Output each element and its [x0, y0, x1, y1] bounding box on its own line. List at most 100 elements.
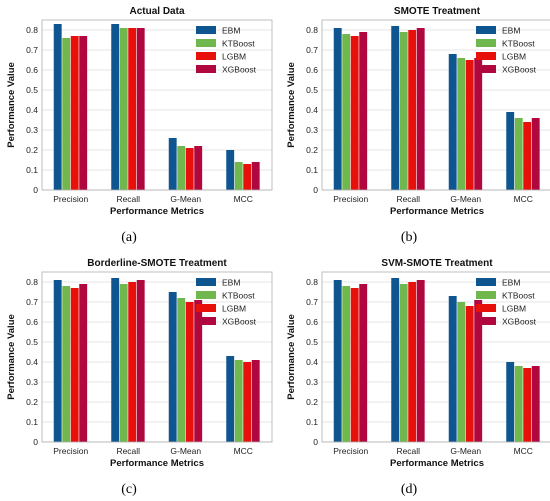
bar-lgbm-g-mean [465, 306, 474, 442]
chart-title: SMOTE Treatment [394, 6, 481, 17]
chart-3: 0 0.1 0.2 0.3 0.4 0.5 0.6 0.7 0.8 Precision Recall… [6, 258, 273, 469]
y-tick-label: 0.8 [306, 277, 318, 287]
bar-ktboost-precision [62, 38, 71, 190]
y-tick-label: 0.1 [306, 165, 318, 175]
x-tick-label: MCC [234, 194, 253, 204]
bar-ktboost-precision [342, 286, 351, 442]
bar-ktboost-precision [342, 34, 351, 190]
bar-xgboost-mcc [251, 360, 260, 442]
bar-ebm-recall [111, 278, 120, 442]
legend-label: LGBM [502, 304, 526, 314]
bar-ebm-g-mean [448, 296, 457, 442]
bar-ktboost-recall [119, 28, 128, 190]
y-tick-label: 0.1 [26, 165, 38, 175]
chart-title: SVM-SMOTE Treatment [381, 258, 493, 269]
y-tick-label: 0.3 [26, 377, 38, 387]
x-tick-label: G-Mean [170, 446, 201, 456]
legend-label: EBM [502, 26, 520, 36]
caption-d: (d) [400, 482, 418, 497]
legend-label: KTBoost [222, 291, 255, 301]
y-tick-label: 0.1 [306, 417, 318, 427]
bar-xgboost-recall [416, 280, 425, 442]
bar-ktboost-g-mean [177, 146, 186, 190]
y-axis-label: Performance Value [6, 62, 17, 148]
y-tick-label: 0.7 [26, 45, 38, 55]
bar-ktboost-recall [119, 284, 128, 442]
y-tick-label: 0.4 [306, 105, 318, 115]
y-tick-label: 0 [33, 185, 38, 195]
bar-lgbm-g-mean [185, 302, 194, 442]
x-axis-label: Performance Metrics [390, 458, 484, 469]
legend-label: LGBM [222, 52, 246, 62]
bar-lgbm-mcc [523, 122, 532, 190]
y-tick-label: 0.2 [26, 145, 38, 155]
legend-swatch [196, 52, 216, 60]
bar-xgboost-g-mean [194, 300, 203, 442]
bar-ebm-g-mean [168, 292, 177, 442]
bar-lgbm-recall [408, 30, 417, 190]
legend-swatch [196, 26, 216, 34]
x-tick-label: MCC [514, 194, 533, 204]
y-tick-label: 0.8 [26, 277, 38, 287]
legend-swatch [196, 65, 216, 73]
y-tick-label: 0.6 [26, 65, 38, 75]
legend-swatch [476, 65, 496, 73]
x-tick-label: MCC [234, 446, 253, 456]
bar-ebm-mcc [226, 150, 235, 190]
bar-lgbm-recall [408, 282, 417, 442]
x-tick-label: Precision [333, 194, 368, 204]
caption-b: (b) [400, 230, 418, 245]
legend-label: LGBM [502, 52, 526, 62]
y-tick-label: 0.5 [26, 337, 38, 347]
chart-title: Actual Data [129, 6, 184, 17]
legend-swatch [476, 317, 496, 325]
legend-label: LGBM [222, 304, 246, 314]
bar-xgboost-g-mean [474, 300, 483, 442]
y-tick-label: 0 [313, 437, 318, 447]
bar-xgboost-g-mean [194, 146, 203, 190]
x-tick-label: Recall [396, 194, 420, 204]
bar-lgbm-precision [70, 36, 79, 190]
plot-frame [321, 271, 550, 443]
bar-lgbm-recall [128, 28, 137, 190]
bar-ebm-recall [391, 26, 400, 190]
bar-xgboost-precision [79, 284, 88, 442]
legend-swatch [196, 39, 216, 47]
y-tick-label: 0.3 [26, 125, 38, 135]
bar-ktboost-mcc [514, 118, 523, 190]
bar-ebm-recall [111, 24, 120, 190]
y-tick-label: 0.1 [26, 417, 38, 427]
legend-swatch [476, 39, 496, 47]
bar-ebm-g-mean [448, 54, 457, 190]
bar-xgboost-precision [359, 284, 368, 442]
y-tick-label: 0.4 [26, 357, 38, 367]
bar-lgbm-mcc [243, 362, 252, 442]
plot-frame [41, 271, 273, 443]
y-tick-label: 0.2 [306, 397, 318, 407]
bar-xgboost-g-mean [474, 58, 483, 190]
bar-ktboost-mcc [234, 162, 243, 190]
legend-label: KTBoost [502, 291, 535, 301]
legend-swatch [476, 52, 496, 60]
bar-ebm-precision [53, 280, 62, 442]
legend-swatch [196, 291, 216, 299]
bar-ktboost-recall [399, 284, 408, 442]
bar-ebm-precision [333, 28, 342, 190]
bar-ebm-mcc [506, 362, 515, 442]
legend-label: XGBoost [222, 317, 257, 327]
bar-ktboost-g-mean [177, 298, 186, 442]
x-tick-label: Recall [116, 446, 140, 456]
bar-lgbm-g-mean [185, 148, 194, 190]
y-tick-label: 0.6 [306, 65, 318, 75]
legend-swatch [196, 317, 216, 325]
legend-label: EBM [502, 278, 520, 288]
bar-ebm-g-mean [168, 138, 177, 190]
legend: EBM KTBoost LGBM XGBoost [476, 278, 537, 327]
chart-4: 0 0.1 0.2 0.3 0.4 0.5 0.6 0.7 0.8 Precision Recall… [286, 258, 550, 469]
x-tick-label: G-Mean [170, 194, 201, 204]
bar-ktboost-recall [399, 32, 408, 190]
legend: EBM KTBoost LGBM XGBoost [476, 26, 537, 75]
bar-xgboost-recall [416, 28, 425, 190]
bar-ebm-recall [391, 278, 400, 442]
y-tick-label: 0.6 [26, 317, 38, 327]
